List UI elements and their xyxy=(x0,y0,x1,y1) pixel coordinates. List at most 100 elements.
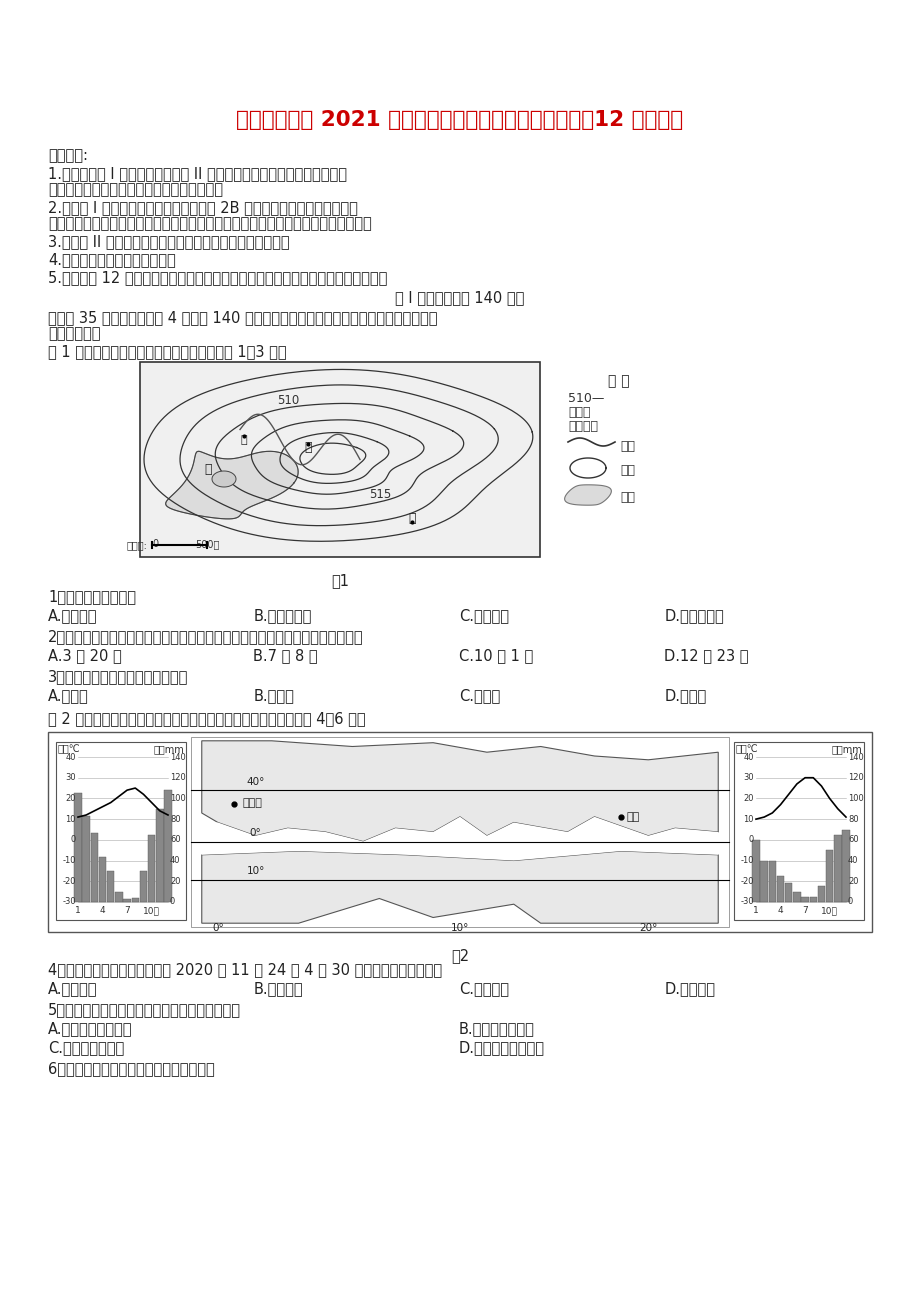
Text: 20: 20 xyxy=(65,794,76,803)
Text: 河流: 河流 xyxy=(619,440,634,453)
Bar xyxy=(115,892,122,902)
Text: 图2: 图2 xyxy=(450,948,469,963)
Polygon shape xyxy=(564,484,611,505)
Text: 40°: 40° xyxy=(246,777,265,788)
Polygon shape xyxy=(201,816,718,861)
Text: 4: 4 xyxy=(99,906,106,915)
Text: 图1: 图1 xyxy=(331,573,348,589)
Text: 20: 20 xyxy=(743,794,754,803)
Text: 60: 60 xyxy=(847,836,857,845)
Bar xyxy=(107,871,114,902)
Bar xyxy=(760,861,767,902)
Text: C.10 月 1 日: C.10 月 1 日 xyxy=(459,648,533,663)
Bar xyxy=(560,362,677,557)
Text: 0: 0 xyxy=(170,897,175,906)
Text: 6．两地的年降水量有差异，其主要原因是: 6．两地的年降水量有差异，其主要原因是 xyxy=(48,1061,214,1075)
Bar xyxy=(131,898,139,902)
Bar xyxy=(841,829,849,902)
Text: 1．图示区域位于我国: 1．图示区域位于我国 xyxy=(48,589,136,604)
Text: 5.本试卷共 12 页。如遇缺页、漏页、字迹不清等情况，考生须即时报告监考老师。: 5.本试卷共 12 页。如遇缺页、漏页、字迹不清等情况，考生须即时报告监考老师。 xyxy=(48,270,387,285)
Text: 四川省内江市 2021 届高三文综上学期第一次模拟考试（12 月）试题: 四川省内江市 2021 届高三文综上学期第一次模拟考试（12 月）试题 xyxy=(236,109,683,130)
Text: 40: 40 xyxy=(170,857,180,865)
Text: 丁: 丁 xyxy=(408,512,415,525)
Text: 30: 30 xyxy=(65,773,76,783)
Text: 140: 140 xyxy=(847,753,863,762)
Text: B.乙附近: B.乙附近 xyxy=(254,687,294,703)
Bar xyxy=(733,742,863,921)
Text: 比例尺:: 比例尺: xyxy=(126,540,147,549)
Text: 降水mm: 降水mm xyxy=(831,743,861,754)
Text: 0°: 0° xyxy=(249,828,261,838)
Text: 10: 10 xyxy=(743,815,754,824)
Bar xyxy=(98,858,107,902)
Polygon shape xyxy=(211,471,236,487)
Text: 510: 510 xyxy=(277,395,299,408)
Text: 515: 515 xyxy=(369,488,391,501)
Text: 气温℃: 气温℃ xyxy=(735,743,758,754)
Text: 2.回答第 I 卷时，选出每小题答案后，用 2B 铅笔把答题卡上对应题目的答: 2.回答第 I 卷时，选出每小题答案后，用 2B 铅笔把答题卡上对应题目的答 xyxy=(48,201,357,215)
Bar xyxy=(809,897,816,902)
Text: 乙: 乙 xyxy=(304,441,312,454)
Text: 2．某旅游者在丁地拍摄夕阳下小岛，太阳照射水面，波光耀眼，则该日最可能是: 2．某旅游者在丁地拍摄夕阳下小岛，太阳照射水面，波光耀眼，则该日最可能是 xyxy=(48,629,363,644)
Text: 4．嫦娥五号探测器于北京时间 2020 年 11 月 24 日 4 时 30 分成功发射，此时雅典: 4．嫦娥五号探测器于北京时间 2020 年 11 月 24 日 4 时 30 分… xyxy=(48,962,442,976)
Text: 0: 0 xyxy=(847,897,852,906)
Text: 4.考试结束，将本答题卡交回。: 4.考试结束，将本答题卡交回。 xyxy=(48,253,176,267)
Text: 10月: 10月 xyxy=(821,906,837,915)
Bar xyxy=(784,883,791,902)
Text: 单位：米: 单位：米 xyxy=(567,421,597,434)
Text: -10: -10 xyxy=(740,857,754,865)
Text: 丙: 丙 xyxy=(204,462,211,475)
Text: 10: 10 xyxy=(65,815,76,824)
Text: 水域: 水域 xyxy=(619,491,634,504)
Text: 1: 1 xyxy=(753,906,758,915)
Text: 0: 0 xyxy=(152,539,158,549)
Text: -20: -20 xyxy=(740,876,754,885)
Polygon shape xyxy=(165,452,298,519)
Bar xyxy=(767,861,776,902)
Bar xyxy=(83,816,90,902)
Text: -30: -30 xyxy=(62,897,76,906)
Bar xyxy=(48,732,871,932)
Text: 120: 120 xyxy=(847,773,863,783)
Bar xyxy=(140,362,539,557)
Text: 80: 80 xyxy=(170,815,180,824)
Bar xyxy=(792,892,800,902)
Bar xyxy=(191,737,728,927)
Text: A.江南丘陵: A.江南丘陵 xyxy=(48,608,97,622)
Text: 甲: 甲 xyxy=(241,435,247,445)
Text: 20°: 20° xyxy=(639,923,657,934)
Text: 3．水库附近有一个古镇，最可能在: 3．水库附近有一个古镇，最可能在 xyxy=(48,669,188,684)
Text: -20: -20 xyxy=(62,876,76,885)
Bar xyxy=(165,790,172,902)
Bar xyxy=(776,876,783,902)
Text: A.3 月 20 日: A.3 月 20 日 xyxy=(48,648,121,663)
Text: D.柴达木盆地: D.柴达木盆地 xyxy=(664,608,723,622)
Bar xyxy=(834,835,841,902)
Text: 10°: 10° xyxy=(450,923,469,934)
Text: C.受沿岸寒流影响: C.受沿岸寒流影响 xyxy=(48,1040,124,1055)
Text: 1.本试卷分第 I 卷（选择题）和第 II 卷（非选择题）两部分。答题前，考: 1.本试卷分第 I 卷（选择题）和第 II 卷（非选择题）两部分。答题前，考 xyxy=(48,165,346,181)
Text: -10: -10 xyxy=(62,857,76,865)
Polygon shape xyxy=(201,852,718,923)
Text: 7: 7 xyxy=(801,906,807,915)
Bar xyxy=(800,897,808,902)
Text: 40: 40 xyxy=(743,753,754,762)
Text: 本卷共 35 个小题，每小题 4 分，共 140 分，在每小题给出的四个选项中，只有一项是符合: 本卷共 35 个小题，每小题 4 分，共 140 分，在每小题给出的四个选项中，… xyxy=(48,310,437,326)
Text: A.旭日东升: A.旭日东升 xyxy=(48,980,97,996)
Text: 60: 60 xyxy=(170,836,180,845)
Text: 100: 100 xyxy=(170,794,186,803)
Bar xyxy=(140,871,147,902)
Text: 生务必将自己的姓名、考号填写在答题卡上。: 生务必将自己的姓名、考号填写在答题卡上。 xyxy=(48,182,222,197)
Text: 100: 100 xyxy=(847,794,863,803)
Text: 30: 30 xyxy=(743,773,754,783)
Bar xyxy=(817,887,824,902)
Text: A.甲附近: A.甲附近 xyxy=(48,687,88,703)
Text: 510—: 510— xyxy=(567,392,604,405)
Text: 图 1 为我国某新建水库局部示意图。读图完成 1～3 题。: 图 1 为我国某新建水库局部示意图。读图完成 1～3 题。 xyxy=(48,344,287,359)
Text: 图 2 为世界局部地区及两城市气温曲线和降水量柱状图。读图完成 4～6 题。: 图 2 为世界局部地区及两城市气温曲线和降水量柱状图。读图完成 4～6 题。 xyxy=(48,711,365,727)
Text: 注意事项:: 注意事项: xyxy=(48,148,88,163)
Polygon shape xyxy=(201,741,718,841)
Text: 题目要求的。: 题目要求的。 xyxy=(48,326,100,341)
Text: 10月: 10月 xyxy=(143,906,160,915)
Text: 7: 7 xyxy=(124,906,130,915)
